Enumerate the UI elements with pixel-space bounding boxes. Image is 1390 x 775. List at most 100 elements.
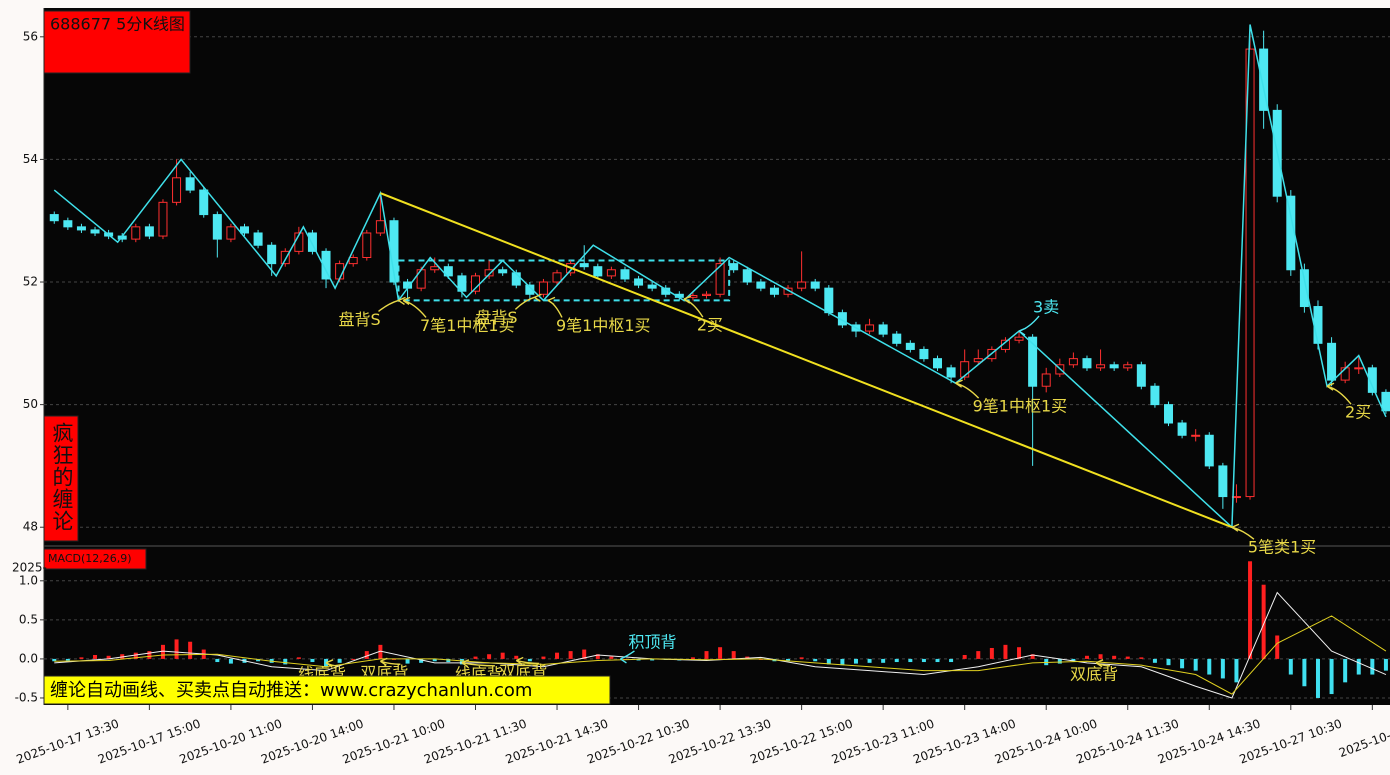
candle-body [280,250,290,265]
macd-bar [949,658,954,663]
macd-bar [853,658,858,664]
banner-text: 缠论自动画线、买卖点自动推送：www.crazychanlun.com [50,680,532,701]
macd-bar [432,658,437,662]
candle-body [1381,391,1390,412]
candle-body [185,177,195,191]
candle-body [1123,364,1133,369]
chart-title: 688677 5分K线图 [50,15,185,34]
pivot-box [397,259,731,302]
macd-bar [351,658,356,660]
y-tick-label: 0.5 [19,612,38,626]
y-tick-label: 54 [23,152,38,166]
candle-body [253,232,263,246]
candle-body [742,269,752,283]
x-tick-label: 2025-10-27 [1337,723,1390,760]
candle-body [1096,364,1106,369]
candle-body [240,226,250,234]
candle-body [212,214,222,240]
candle-body [1082,358,1092,369]
macd-bar [935,658,940,663]
candle-body [1327,342,1337,381]
plot-background [44,8,1390,705]
annotation-label: 5笔类1买 [1248,538,1316,557]
candle-body [76,226,86,231]
macd-bar [867,658,872,663]
candle-body [1204,434,1214,467]
macd-bar [514,655,519,659]
macd-bar [1139,657,1144,659]
macd-bar [894,658,899,663]
candle-body [90,229,100,234]
candle-body [1164,404,1174,424]
candle-body [49,214,59,222]
annotation-label: 盘背S [475,308,517,327]
y-tick-label: 56 [23,29,38,43]
macd-bar [93,655,98,659]
macd-bar [459,658,464,665]
stroke-line [53,24,1387,529]
macd-bar [799,657,804,659]
annotation-arrow [1326,382,1352,405]
candle-body [933,358,943,369]
y-tick-label: 1.0 [19,573,38,587]
macd-bar [296,657,301,659]
macd-bar [228,658,233,664]
side-label: 疯狂的缠论 [50,422,74,532]
annotation-arrow [1095,659,1111,668]
macd-bar [1288,658,1293,675]
candle-body [144,226,154,237]
macd-bar [921,658,926,663]
macd-bar [555,652,560,659]
macd-bar [487,654,492,659]
macd-bar [595,654,600,659]
candle-body [375,220,385,234]
macd-bar [160,644,165,659]
macd-bar [364,651,369,659]
candle-body [552,272,562,283]
macd-bar [174,639,179,659]
macd-bar [1302,658,1307,687]
annotation-arrow [515,656,540,666]
macd-bar [1248,561,1253,659]
macd-bar [256,658,261,662]
macd-bar [541,656,546,659]
macd-bar [786,658,791,661]
y-tick-label: 0.0 [19,651,38,665]
macd-bar [1030,654,1035,659]
macd-bar [1125,656,1130,659]
candle-body [1245,48,1255,498]
macd-bar [976,651,981,659]
macd-bar [690,657,695,659]
macd-bar [568,651,573,659]
candle-body [1313,306,1323,344]
candle-body [892,333,902,344]
annotation-arrow [461,659,495,668]
macd-bar [1084,655,1089,659]
macd-bar [1098,654,1103,659]
candle-body [538,281,548,295]
annotation-label: 7笔1中枢1买 [420,316,515,335]
candle-body [525,284,535,295]
candle-body [865,324,875,332]
candle-body [430,266,440,271]
macd-bar [473,656,478,659]
macd-bar [1207,658,1212,675]
macd-bar [106,655,111,659]
candle-body [172,177,182,203]
candle-body [960,361,970,378]
macd-bar [133,652,138,659]
macd-corner-label: 2025- [12,561,47,575]
candle-body [606,269,616,277]
macd-bar [527,658,532,662]
macd-bar [609,656,614,659]
candle-body [702,293,712,297]
candle-body [1041,373,1051,387]
macd-bar [1315,658,1320,698]
annotation-label: 9笔1中枢1买 [973,397,1068,416]
annotation-arrow [402,296,427,318]
macd-line [54,615,1387,695]
candle-body [63,220,73,228]
macd-bar [1003,644,1008,659]
